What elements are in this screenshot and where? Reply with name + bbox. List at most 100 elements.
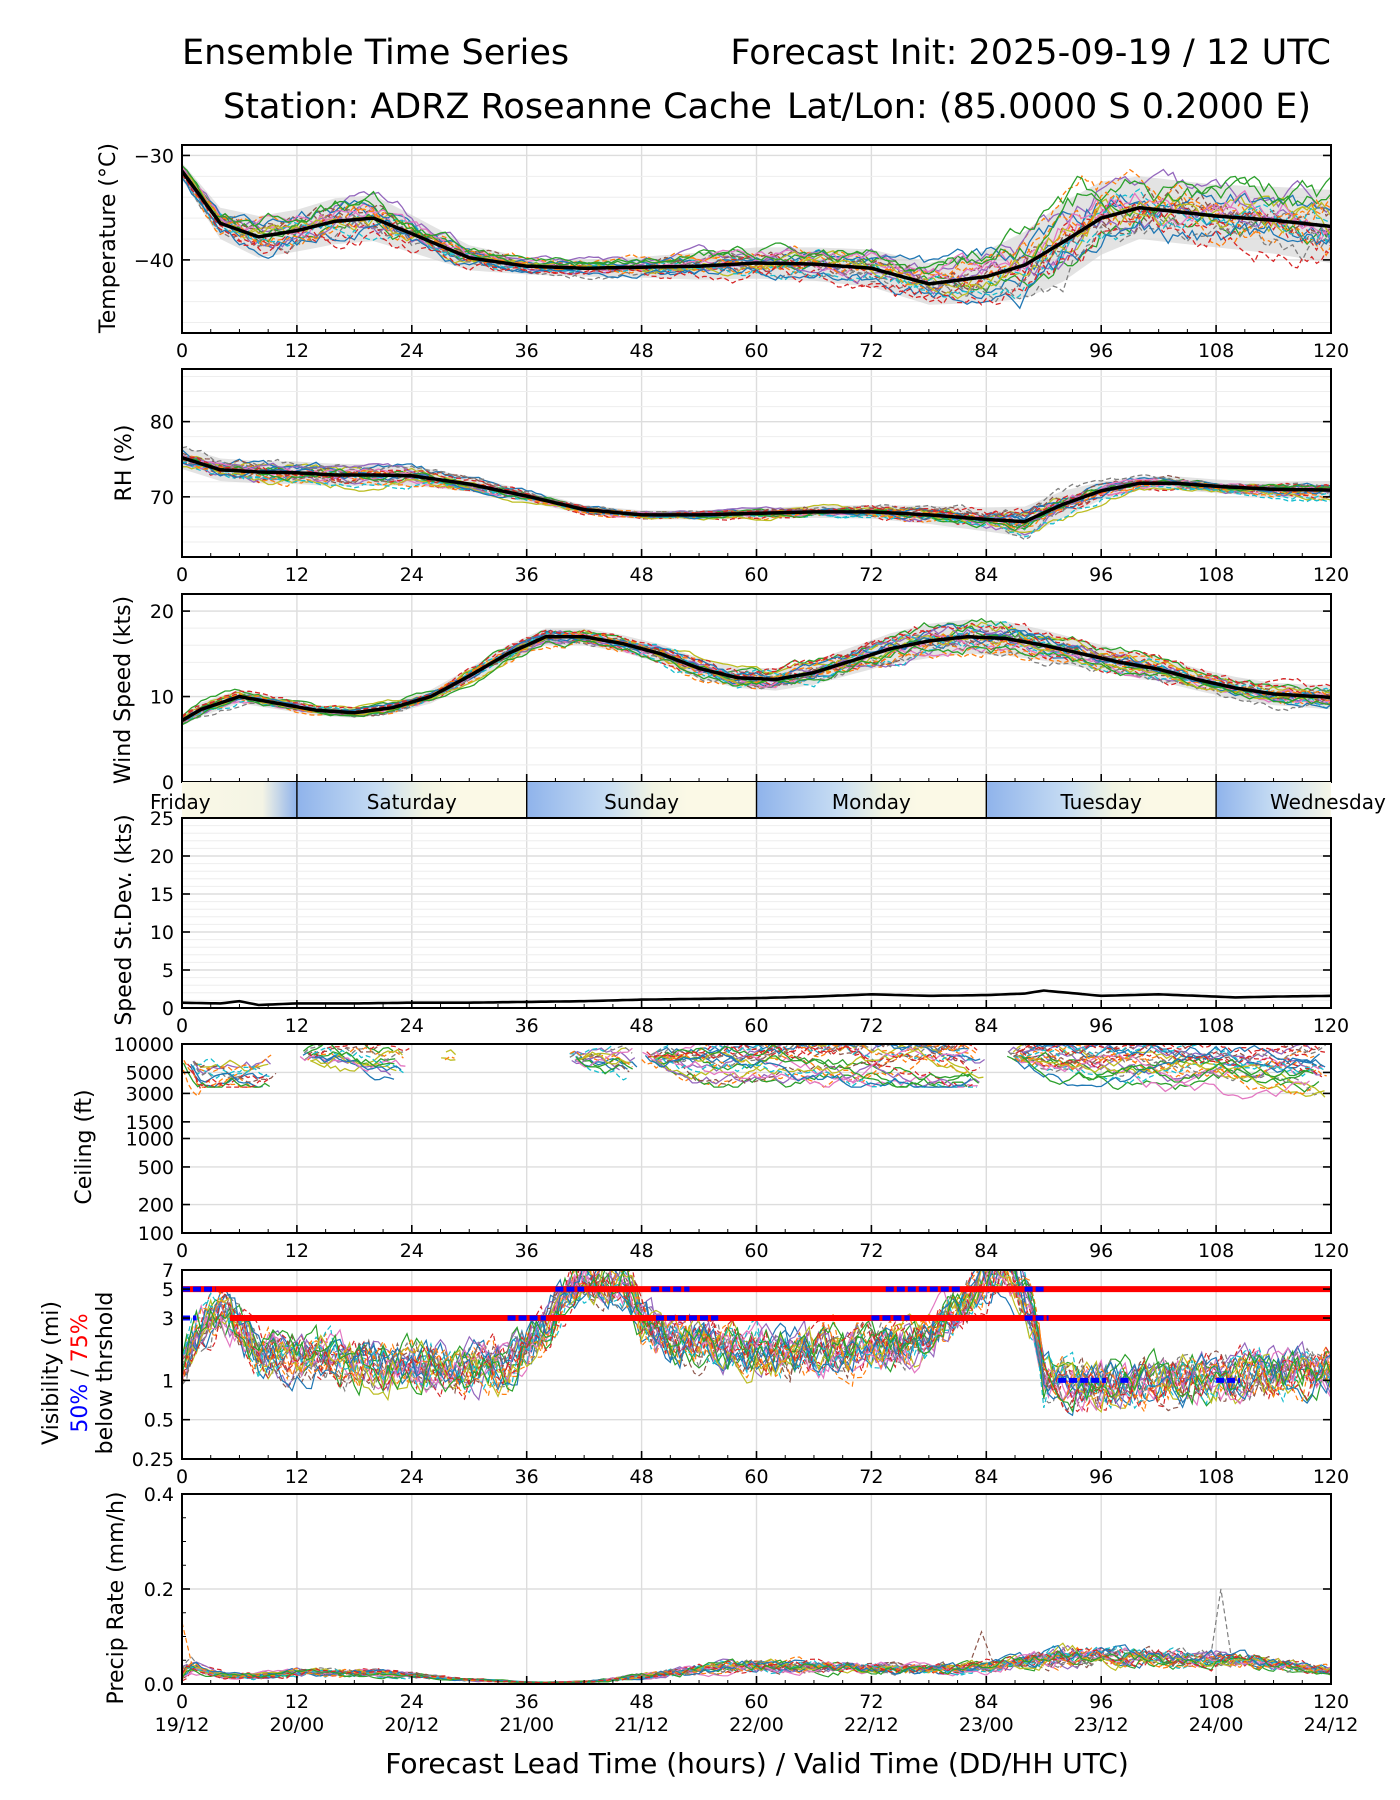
temperature-panel: 0 12 24 36 48 60 72 84 96 108 120 −30 −40	[134, 144, 1349, 362]
ensemble-member-line	[655, 1056, 977, 1088]
ensemble-member-line	[1006, 1051, 1314, 1084]
x-tick-label: 108	[1198, 1691, 1234, 1713]
ensemble-member-line	[569, 1045, 633, 1062]
day-segment	[296, 782, 527, 818]
ensemble-member-line	[1013, 1056, 1326, 1085]
ensemble-member-line	[182, 1270, 1331, 1413]
ensemble-member-line	[441, 1057, 456, 1061]
x-tick-label: 120	[1313, 1691, 1349, 1713]
x-tick-label: 72	[859, 1466, 883, 1488]
ensemble-member-line	[182, 638, 1331, 726]
pct-separator: /	[68, 1362, 93, 1383]
ensemble-member-line	[182, 177, 1331, 310]
y-tick-label: 200	[138, 1195, 174, 1217]
x-tick-label: 24	[400, 564, 424, 586]
x-tick-label: 48	[630, 340, 654, 362]
y-tick-label: 3	[162, 1308, 174, 1330]
ensemble-member-line	[644, 1049, 972, 1088]
wind-ylabel: Wind Speed (kts)	[111, 596, 136, 784]
y-tick-label: 0	[162, 998, 174, 1020]
x-tick-label: 96	[1089, 1015, 1113, 1037]
x-tick-label: 24	[400, 1015, 424, 1037]
day-segment	[756, 782, 987, 818]
ensemble-member-line	[1012, 1044, 1325, 1093]
x-tick-label: 0	[176, 1240, 188, 1262]
ensemble-member-line	[654, 1044, 981, 1072]
ensemble-member-line	[182, 456, 1331, 519]
ensemble-member-line	[196, 1058, 260, 1074]
ensemble-member-line	[183, 1059, 261, 1088]
valid-time-label: 22/12	[844, 1714, 899, 1736]
ensemble-member-line	[650, 1044, 968, 1070]
y-tick-label: 80	[150, 412, 174, 434]
y-tick-label: 500	[138, 1157, 174, 1179]
x-tick-label: 12	[285, 340, 309, 362]
latlon-title: Lat/Lon: (85.0000 S 0.2000 E)	[787, 87, 1311, 127]
pct75-label: 75%	[68, 1313, 93, 1362]
ensemble-member-line	[1008, 1044, 1311, 1063]
y-tick-label: 0.2	[144, 1579, 174, 1601]
visibility-panel: 0 12 24 36 48 60 72 84 96 108 120 0.25 0.5 1 3 57	[132, 1260, 1349, 1488]
ensemble-member-line	[192, 1060, 261, 1079]
x-tick-label: 84	[974, 1015, 998, 1037]
ensemble-member-line	[653, 1057, 980, 1088]
member-lines	[182, 1270, 1331, 1417]
x-tick-label: 60	[744, 564, 768, 586]
ensemble-member-line	[182, 1270, 1331, 1410]
ensemble-member-line	[307, 1044, 384, 1056]
precip-rate-panel: 0 12 24 36 48 60 72 84 96 108 120 0.0 0.2 0.4 19/12 20/…	[144, 1484, 1359, 1736]
ensemble-member-line	[657, 1044, 970, 1065]
x-tick-label: 0	[176, 1466, 188, 1488]
ensemble-member-line	[1018, 1055, 1326, 1098]
member-lines	[182, 1588, 1331, 1684]
ensemble-member-line	[182, 621, 1331, 722]
y-tick-label: 10000	[114, 1034, 174, 1056]
x-tick-label: 12	[285, 564, 309, 586]
ensemble-member-line	[182, 174, 1331, 300]
ensemble-member-line	[657, 1044, 974, 1079]
valid-time-label: 24/12	[1304, 1714, 1359, 1736]
x-tick-label: 60	[744, 1240, 768, 1262]
x-tick-label: 84	[974, 564, 998, 586]
ensemble-member-line	[1017, 1052, 1310, 1100]
x-tick-label: 48	[630, 1466, 654, 1488]
ensemble-member-line	[190, 1069, 268, 1089]
rh-panel: 0 12 24 36 48 60 72 84 96 108 120 70 80	[150, 368, 1349, 586]
x-tick-label: 120	[1313, 1466, 1349, 1488]
day-segment	[182, 782, 297, 818]
y-tick-label: 5	[162, 1279, 174, 1301]
x-tick-label: 60	[744, 1691, 768, 1713]
visibility-ylabel-thresh: below thrshold	[93, 1292, 118, 1455]
y-tick-label: 10	[150, 922, 174, 944]
ensemble-member-line	[182, 164, 1331, 278]
x-tick-label: 72	[859, 340, 883, 362]
x-tick-label: 36	[515, 564, 539, 586]
x-tick-label: 108	[1198, 1466, 1234, 1488]
y-tick-label: 0.25	[132, 1449, 174, 1471]
temperature-ylabel: Temperature (°C)	[96, 143, 121, 334]
valid-time-label: 21/00	[499, 1714, 554, 1736]
valid-time-label: 23/12	[1074, 1714, 1129, 1736]
ensemble-member-line	[313, 1046, 405, 1074]
ensemble-member-line	[182, 639, 1331, 726]
y-tick-label: 20	[150, 846, 174, 868]
x-axis-label: Forecast Lead Time (hours) / Valid Time …	[385, 1747, 1129, 1780]
day-segment	[986, 782, 1217, 818]
ensemble-member-line	[182, 628, 1331, 721]
ensemble-member-line	[311, 1048, 403, 1073]
x-tick-label: 0	[176, 564, 188, 586]
ceiling-panel: 0 12 24 36 48 60 72 84 96 108 120 100 200 500 10001500…	[114, 1034, 1350, 1262]
day-label: Tuesday	[1060, 790, 1143, 814]
y-tick-label: 10	[150, 687, 174, 709]
visibility-ylabel-pct: 50% / 75%	[68, 1313, 93, 1432]
ensemble-member-line	[1014, 1044, 1317, 1088]
y-tick-label: 1500	[126, 1112, 174, 1134]
x-tick-label: 36	[515, 340, 539, 362]
day-segment	[1216, 782, 1331, 818]
ensemble-member-line	[182, 168, 1331, 295]
x-tick-label: 36	[515, 1240, 539, 1262]
ensemble-member-line	[182, 174, 1331, 306]
x-tick-label: 12	[285, 1240, 309, 1262]
x-tick-label: 60	[744, 1015, 768, 1037]
ensemble-member-line	[1018, 1044, 1326, 1066]
